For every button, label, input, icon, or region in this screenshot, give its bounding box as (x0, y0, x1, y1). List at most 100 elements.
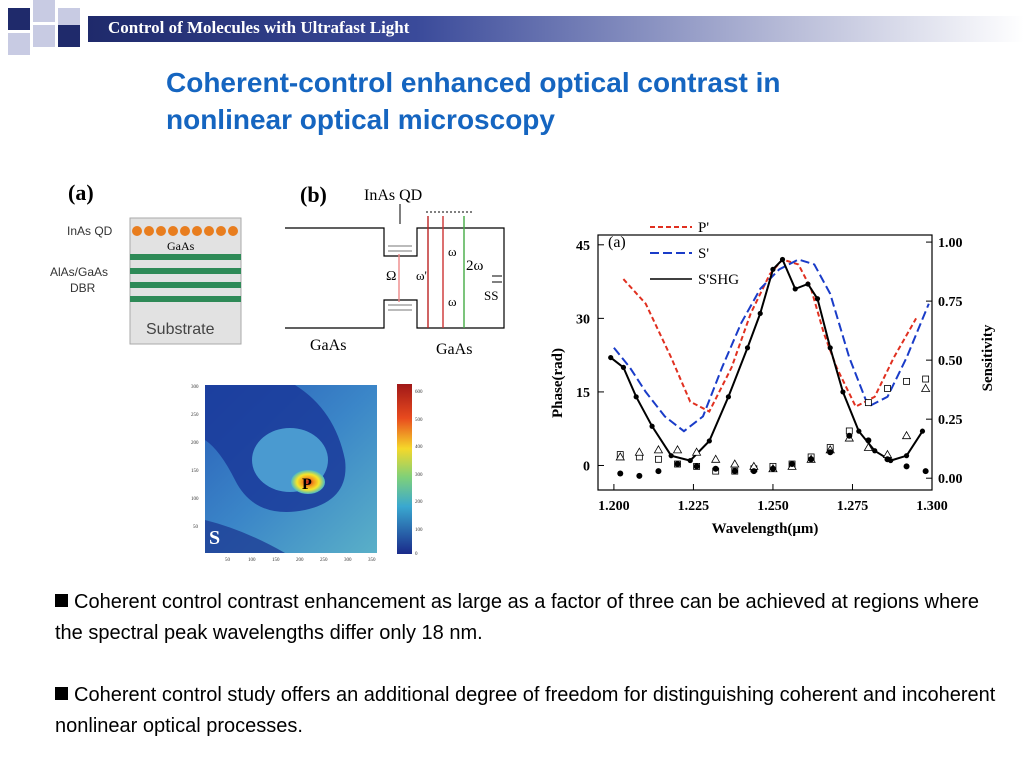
svg-text:250: 250 (191, 413, 199, 418)
data-point (655, 455, 662, 463)
corner-square (33, 25, 55, 47)
band-profile (285, 227, 505, 329)
data-point (884, 456, 891, 463)
data-point (693, 463, 700, 470)
data-point (668, 453, 674, 459)
data-point (922, 468, 929, 475)
slide-title-line2: nonlinear optical microscopy (166, 104, 555, 135)
bullet-item: Coherent control study offers an additio… (55, 684, 996, 737)
data-point (808, 456, 815, 463)
data-point (744, 345, 751, 351)
slide-title: Coherent-control enhanced optical contra… (166, 64, 966, 138)
svg-text:300: 300 (344, 558, 352, 563)
data-point (903, 463, 910, 470)
data-point (865, 437, 872, 444)
data-point (655, 468, 662, 475)
figure-b-panel-label: (b) (300, 182, 327, 207)
y-tick-label: 0 (583, 459, 590, 474)
data-point (840, 389, 846, 395)
corner-square (8, 8, 30, 30)
map-y-ticks: 300 250 200 150 100 50 (191, 385, 199, 530)
data-point (769, 465, 776, 472)
data-point (922, 375, 930, 383)
corner-square (58, 8, 80, 30)
svg-text:200: 200 (296, 558, 304, 563)
x-tick-label: 1.200 (598, 499, 630, 514)
quantum-dots (132, 226, 238, 236)
corner-square (33, 0, 55, 22)
data-point (617, 470, 624, 477)
omega-prime-label: ω' (416, 268, 427, 283)
chart-y2label: Sensitivity (980, 324, 996, 391)
chart-ylabel: Phase(rad) (550, 348, 566, 418)
omega-cap-label: Ω (386, 269, 396, 284)
figure-a-panel-label: (a) (68, 180, 94, 205)
map-hotspot (291, 470, 325, 494)
data-point (884, 385, 891, 392)
data-point (903, 377, 910, 385)
data-point (725, 394, 732, 400)
data-point (633, 394, 639, 400)
legend-label-p: P' (698, 220, 709, 236)
svg-text:300: 300 (191, 385, 199, 390)
y2-tick-label: 0.75 (938, 295, 963, 310)
x-tick-label: 1.300 (916, 499, 948, 514)
svg-text:100: 100 (248, 558, 256, 563)
layer-dbr-label-2: DBR (70, 281, 96, 295)
data-point (805, 281, 811, 287)
colorbar-ticks: 600 500 400 300 200 100 0 (415, 390, 423, 557)
svg-text:200: 200 (415, 500, 423, 505)
sample-block (129, 217, 242, 345)
bullet-item: Coherent control contrast enhancement as… (55, 591, 979, 644)
svg-text:150: 150 (272, 558, 280, 563)
data-point (919, 428, 926, 434)
data-point (903, 453, 910, 459)
data-point (712, 465, 719, 472)
data-point (864, 399, 872, 407)
data-point (706, 438, 712, 444)
chart-legend: P' S' S'SHG (650, 220, 739, 288)
plot-frame (597, 234, 933, 491)
map-label-p: P (302, 476, 312, 493)
data-point (856, 428, 862, 434)
svg-text:50: 50 (225, 558, 231, 563)
chart-panel-label: (a) (608, 234, 626, 251)
data-point (687, 457, 693, 464)
figure-b-energy-diagram: (b) InAs QD Ω ω' ω ω 2ω SS GaAs GaAs (285, 182, 505, 358)
legend-label-s: S' (698, 246, 709, 262)
data-point (827, 345, 833, 351)
data-point (674, 461, 681, 468)
two-omega-label: 2ω (466, 258, 484, 274)
y-tick-label: 45 (576, 239, 590, 254)
svg-text:250: 250 (320, 558, 328, 563)
layer-dbr-label: AlAs/GaAs (50, 265, 108, 279)
square-bullet-icon (55, 594, 68, 607)
data-point (653, 445, 664, 454)
series-line (610, 257, 924, 462)
corner-square (8, 33, 30, 55)
data-point (615, 452, 625, 461)
map-x-ticks: 50 100 150 200 250 300 350 (225, 558, 376, 563)
data-point (789, 461, 796, 468)
map-colorbar (397, 384, 412, 554)
svg-text:600: 600 (415, 390, 423, 395)
qd-label: InAs QD (364, 187, 422, 204)
y2-tick-label: 0.50 (938, 354, 963, 369)
svg-text:100: 100 (415, 528, 423, 533)
svg-text:200: 200 (191, 441, 199, 446)
data-point (792, 286, 798, 292)
series-layer (608, 256, 931, 479)
bullet-list: Coherent control contrast enhancement as… (55, 587, 1005, 773)
data-point (731, 468, 738, 475)
svg-text:50: 50 (193, 525, 199, 530)
data-point (750, 468, 757, 475)
phase-sensitivity-chart: 1.200 1.225 1.250 1.275 1.300 0 15 30 45 0.00 0.25… (550, 220, 996, 537)
x-tick-label: 1.225 (678, 499, 710, 514)
tick-layer: 1.200 1.225 1.250 1.275 1.300 0 15 30 45 0.00 0.25… (576, 236, 963, 514)
data-point (901, 430, 912, 440)
y-tick-label: 15 (576, 386, 590, 401)
chart-xlabel: Wavelength(μm) (712, 521, 819, 537)
svg-text:500: 500 (415, 418, 423, 423)
data-point (770, 266, 776, 272)
figure-a-layer-structure: (a) GaAs Substrate InAs QD AlAs/GaAs DBR (50, 180, 242, 345)
